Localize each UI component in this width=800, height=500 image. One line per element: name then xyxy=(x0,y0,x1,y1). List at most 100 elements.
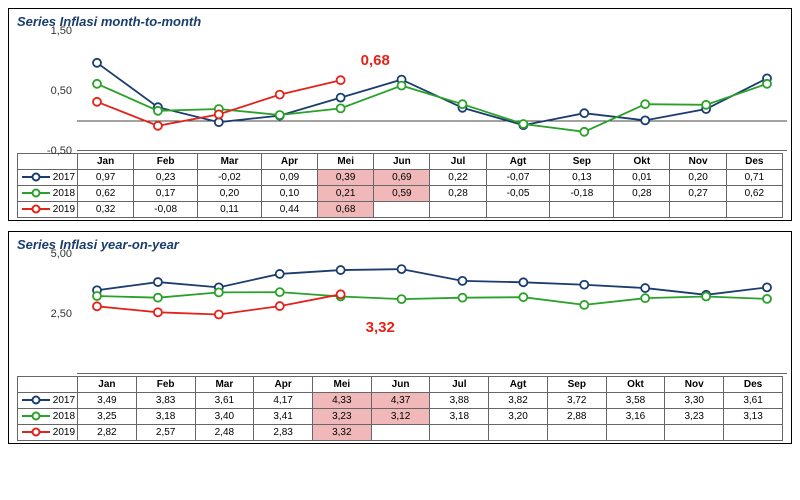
series-marker xyxy=(154,308,162,316)
data-cell: 3,13 xyxy=(724,409,783,425)
series-marker xyxy=(215,288,223,296)
data-cell: -0,18 xyxy=(550,186,614,202)
series-line xyxy=(97,269,767,295)
chart-title: Series Inflasi year-on-year xyxy=(17,237,783,252)
series-marker xyxy=(641,100,649,108)
month-header: Jul xyxy=(430,377,489,393)
data-cell: 0,21 xyxy=(318,186,374,202)
data-cell: 3,30 xyxy=(665,393,724,409)
series-marker xyxy=(93,80,101,88)
callout-label: 3,32 xyxy=(366,319,395,336)
month-header: Apr xyxy=(254,377,313,393)
legend-cell: 2019 xyxy=(18,425,78,441)
series-marker xyxy=(337,266,345,274)
series-marker xyxy=(398,265,406,273)
data-cell: -0,02 xyxy=(198,170,262,186)
y-tick-label: -0,50 xyxy=(27,145,72,157)
month-header: Feb xyxy=(136,377,195,393)
data-cell: 0,97 xyxy=(78,170,134,186)
data-cell: 0,28 xyxy=(430,186,486,202)
series-marker xyxy=(763,295,771,303)
data-cell: 0,71 xyxy=(726,170,782,186)
legend-year: 2018 xyxy=(53,188,75,199)
data-cell: 2,48 xyxy=(195,425,254,441)
series-marker xyxy=(398,295,406,303)
series-marker xyxy=(398,82,406,90)
data-cell: 0,28 xyxy=(614,186,670,202)
data-cell: 4,33 xyxy=(312,393,371,409)
data-cell: 0,11 xyxy=(198,202,262,218)
data-cell: 3,61 xyxy=(724,393,783,409)
data-cell xyxy=(430,202,486,218)
data-cell: 0,59 xyxy=(374,186,430,202)
data-cell xyxy=(550,202,614,218)
series-marker xyxy=(154,107,162,115)
data-cell: 0,09 xyxy=(261,170,317,186)
month-header: Mar xyxy=(198,154,262,170)
series-marker xyxy=(337,104,345,112)
month-header: Feb xyxy=(134,154,198,170)
data-cell xyxy=(724,425,783,441)
series-marker xyxy=(763,283,771,291)
data-cell xyxy=(489,425,548,441)
table-row: 20190,32-0,080,110,440,68 xyxy=(18,202,783,218)
series-marker xyxy=(215,110,223,118)
month-header: Nov xyxy=(665,377,724,393)
data-cell: 0,27 xyxy=(670,186,726,202)
legend-swatch xyxy=(22,411,50,421)
series-marker xyxy=(215,118,223,126)
series-marker xyxy=(580,128,588,136)
data-cell: 0,13 xyxy=(550,170,614,186)
month-header: Jul xyxy=(430,154,486,170)
data-cell: 3,40 xyxy=(195,409,254,425)
chart-title: Series Inflasi month-to-month xyxy=(17,14,783,29)
month-header: Sep xyxy=(547,377,606,393)
series-marker xyxy=(580,281,588,289)
month-header: Mar xyxy=(195,377,254,393)
data-cell: 0,10 xyxy=(261,186,317,202)
legend-cell: 2019 xyxy=(18,202,78,218)
month-header: Okt xyxy=(606,377,665,393)
data-cell: 0,17 xyxy=(134,186,198,202)
month-header: Mei xyxy=(312,377,371,393)
chart-panel: Series Inflasi year-on-year2,505,003,32J… xyxy=(8,231,792,444)
data-cell: 3,18 xyxy=(136,409,195,425)
data-table: JanFebMarAprMeiJunJulAgtSepOktNovDes 201… xyxy=(17,376,783,441)
data-cell: 0,20 xyxy=(670,170,726,186)
series-marker xyxy=(276,91,284,99)
data-cell: -0,08 xyxy=(134,202,198,218)
data-cell: 2,83 xyxy=(254,425,313,441)
month-header: Des xyxy=(726,154,782,170)
month-header: Des xyxy=(724,377,783,393)
data-cell: 3,25 xyxy=(78,409,137,425)
data-cell: 3,18 xyxy=(430,409,489,425)
series-marker xyxy=(458,100,466,108)
data-cell: 3,88 xyxy=(430,393,489,409)
series-marker xyxy=(154,278,162,286)
y-tick-label: 0,50 xyxy=(27,85,72,97)
data-cell: 4,37 xyxy=(371,393,430,409)
series-marker xyxy=(337,94,345,102)
data-cell: 0,68 xyxy=(318,202,374,218)
series-marker xyxy=(702,292,710,300)
legend-swatch xyxy=(22,204,50,214)
data-cell: 3,61 xyxy=(195,393,254,409)
series-marker xyxy=(580,109,588,117)
month-header: Jun xyxy=(374,154,430,170)
series-marker xyxy=(580,301,588,309)
legend-swatch xyxy=(22,427,50,437)
month-header: Jun xyxy=(371,377,430,393)
series-marker xyxy=(154,294,162,302)
month-header: Apr xyxy=(261,154,317,170)
chart-svg xyxy=(77,31,787,151)
legend-year: 2017 xyxy=(53,395,75,406)
data-cell xyxy=(665,425,724,441)
data-cell: 0,01 xyxy=(614,170,670,186)
chart-svg xyxy=(77,254,787,374)
data-cell xyxy=(670,202,726,218)
table-row: 20173,493,833,614,174,334,373,883,823,72… xyxy=(18,393,783,409)
data-cell: 3,58 xyxy=(606,393,665,409)
series-marker xyxy=(276,288,284,296)
month-header: Mei xyxy=(318,154,374,170)
table-row: JanFebMarAprMeiJunJulAgtSepOktNovDes xyxy=(18,377,783,393)
